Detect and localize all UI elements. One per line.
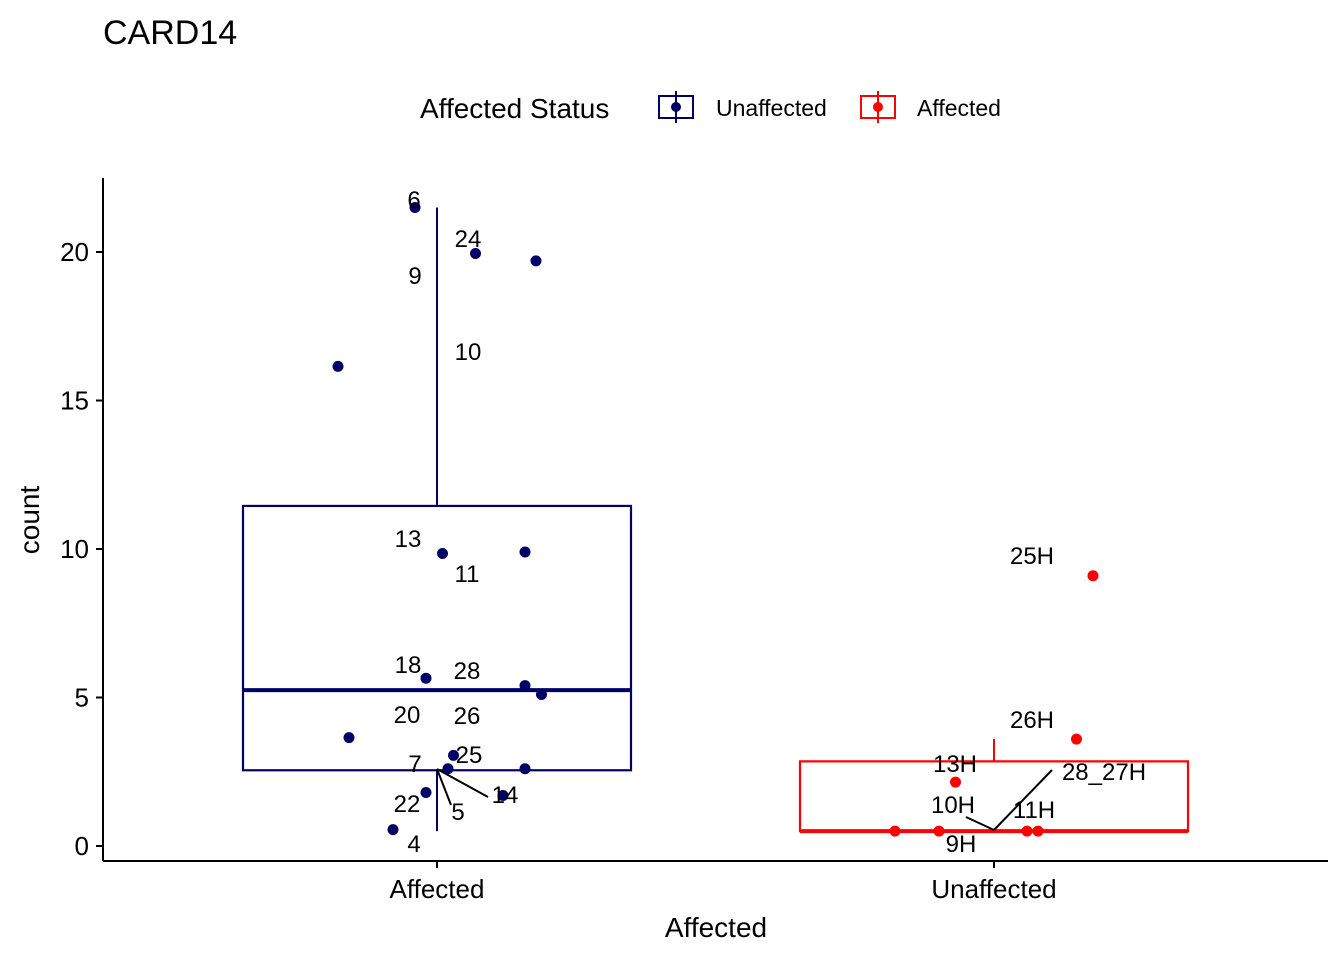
legend-label-unaffected: Unaffected <box>716 95 827 121</box>
label-connector <box>965 816 995 831</box>
legend-label-affected: Affected <box>917 95 1001 121</box>
box-iqr <box>241 504 633 772</box>
point-label: 11 <box>455 561 480 588</box>
point-label: 28_27H <box>1062 759 1146 786</box>
point-label: 6 <box>407 187 420 214</box>
point-labels: 6 24 9 10 13 11 18 28 26 20 25 7 5 22 14 4 25H 26H 13H 10H 9… <box>394 187 1146 858</box>
label-connector <box>436 768 452 806</box>
point-label: 11H <box>1013 797 1055 824</box>
data-point <box>530 255 542 267</box>
data-point <box>442 763 454 775</box>
y-tick-label: 20 <box>60 237 89 267</box>
point-label: 13H <box>933 751 977 778</box>
point-label: 22 <box>394 791 421 818</box>
chart-title: CARD14 <box>103 14 237 52</box>
point-label: 10 <box>455 339 482 366</box>
label-connector <box>993 769 1053 831</box>
data-point <box>889 825 901 837</box>
legend-key-unaffected <box>658 91 694 123</box>
data-point <box>448 749 459 761</box>
data-point <box>497 790 509 802</box>
boxes <box>241 207 1190 834</box>
y-tick-label: 10 <box>60 534 89 564</box>
point-label: 24 <box>455 226 482 253</box>
point-label: 14 <box>492 782 519 809</box>
box-unaffected <box>798 739 1190 834</box>
box-affected <box>241 207 633 832</box>
data-point <box>409 201 421 213</box>
x-tick-label: Unaffected <box>931 874 1056 904</box>
y-tick-label: 15 <box>60 386 89 416</box>
legend: Affected Status Unaffected Affected <box>420 91 1001 124</box>
point-label: 10H <box>931 792 975 819</box>
data-point <box>1032 825 1044 837</box>
point-label: 26H <box>1010 707 1054 734</box>
point-label: 7 <box>408 751 421 778</box>
point-label: 20 <box>394 702 421 729</box>
label-connector <box>436 768 489 798</box>
y-axis-title: count <box>14 486 45 555</box>
point-label: 26 <box>454 703 481 730</box>
point-label: 18 <box>395 652 422 679</box>
data-point <box>420 787 432 799</box>
data-point <box>536 689 547 701</box>
legend-key-affected <box>860 91 896 123</box>
data-point <box>950 776 961 788</box>
point-label: 25H <box>1010 543 1054 570</box>
data-point <box>387 824 399 836</box>
point-label: 9 <box>408 263 421 290</box>
data-point <box>437 547 448 559</box>
x-tick-label: Affected <box>390 874 485 904</box>
y-tick-label: 5 <box>75 683 89 713</box>
point-label: 13 <box>395 526 422 553</box>
point-label: 25 <box>456 742 483 769</box>
legend-title: Affected Status <box>420 93 609 124</box>
data-point <box>332 360 344 372</box>
data-point <box>1071 733 1082 745</box>
point-label: 4 <box>407 831 420 858</box>
data-point <box>1021 825 1033 837</box>
data-point <box>519 546 531 558</box>
data-point <box>519 680 531 692</box>
point-label: 9H <box>946 831 977 858</box>
y-tick-label: 0 <box>75 831 89 861</box>
data-point <box>470 247 481 259</box>
point-label: 5 <box>451 799 464 826</box>
data-point <box>420 672 432 684</box>
x-axis-title: Affected <box>665 912 767 943</box>
axes: 0 5 10 15 20 Affected Unaffected <box>60 178 1328 904</box>
point-label: 28 <box>454 658 481 685</box>
data-point <box>1087 570 1099 582</box>
data-points <box>332 201 1099 837</box>
data-point <box>343 732 355 744</box>
data-point <box>933 825 945 837</box>
data-point <box>519 763 531 775</box>
